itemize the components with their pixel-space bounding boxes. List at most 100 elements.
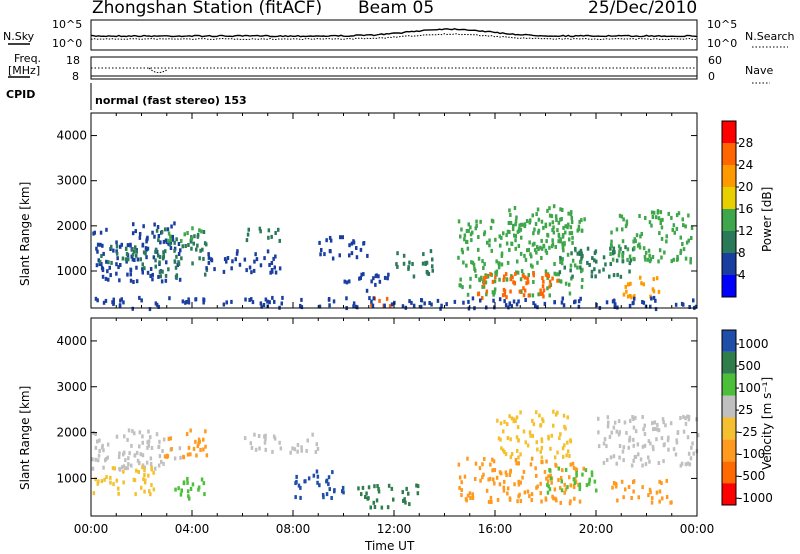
scatter-cell bbox=[590, 274, 594, 279]
scatter-cell bbox=[373, 484, 376, 489]
scatter-cell bbox=[616, 272, 619, 277]
scatter-cell bbox=[535, 250, 538, 255]
scatter-cell bbox=[348, 243, 351, 248]
scatter-cell bbox=[458, 283, 461, 288]
scatter-cell bbox=[641, 485, 644, 490]
scatter-cell bbox=[481, 462, 484, 467]
scatter-cell bbox=[552, 204, 556, 209]
scatter-cell bbox=[141, 465, 144, 470]
scatter-cell bbox=[295, 474, 298, 479]
scatter-cell bbox=[674, 452, 678, 457]
scatter-cell bbox=[294, 481, 297, 486]
scatter-cell bbox=[164, 273, 168, 278]
scatter-cell bbox=[457, 219, 461, 224]
scatter-cell bbox=[144, 246, 148, 251]
scatter-cell bbox=[118, 451, 121, 456]
scatter-cell bbox=[667, 447, 670, 452]
scatter-cell bbox=[95, 263, 99, 268]
scatter-cell bbox=[482, 284, 486, 289]
scatter-cell bbox=[457, 462, 461, 467]
power-colorbar-segment bbox=[722, 275, 736, 297]
scatter-cell bbox=[96, 249, 99, 254]
scatter-cell bbox=[139, 257, 142, 262]
scatter-cell bbox=[547, 274, 550, 279]
scatter-cell bbox=[553, 487, 557, 492]
scatter-cell bbox=[532, 280, 535, 284]
scatter-cell bbox=[568, 231, 572, 236]
scatter-cell bbox=[154, 264, 157, 269]
scatter-cell bbox=[521, 273, 525, 278]
scatter-cell bbox=[661, 496, 664, 501]
scatter-cell bbox=[499, 437, 502, 442]
scatter-cell bbox=[564, 467, 568, 472]
scatter-cell bbox=[557, 466, 561, 471]
scatter-cell bbox=[648, 487, 652, 492]
scatter-cell bbox=[273, 299, 276, 304]
scatter-cell bbox=[482, 266, 485, 270]
scatter-cell bbox=[610, 430, 613, 435]
scatter-cell bbox=[469, 496, 472, 500]
scatter-cell bbox=[126, 243, 130, 248]
scatter-cell bbox=[164, 227, 167, 232]
scatter-cell bbox=[202, 300, 205, 305]
scatter-cell bbox=[119, 244, 122, 249]
scatter-cell bbox=[508, 301, 512, 306]
scatter-cell bbox=[597, 416, 600, 421]
scatter-cell bbox=[479, 478, 482, 483]
scatter-cell bbox=[509, 455, 513, 460]
scatter-cell bbox=[508, 208, 511, 213]
scatter-cell bbox=[664, 423, 667, 428]
scatter-cell bbox=[348, 253, 351, 258]
scatter-cell bbox=[158, 260, 161, 265]
scatter-cell bbox=[500, 262, 504, 267]
scatter-cell bbox=[559, 476, 563, 480]
scatter-cell bbox=[485, 275, 488, 280]
scatter-cell bbox=[644, 462, 648, 467]
scatter-cell bbox=[515, 302, 519, 307]
scatter-cell bbox=[651, 496, 654, 501]
scatter-cell bbox=[148, 307, 152, 312]
scatter-cell bbox=[113, 466, 116, 471]
scatter-cell bbox=[168, 296, 171, 301]
scatter-cell bbox=[590, 473, 594, 478]
scatter-cell bbox=[639, 457, 643, 462]
scatter-cell bbox=[118, 467, 121, 471]
scatter-cell bbox=[407, 265, 410, 270]
scatter-cell bbox=[535, 410, 538, 415]
scatter-cell bbox=[489, 462, 492, 467]
scatter-cell bbox=[690, 226, 694, 230]
scatter-cell bbox=[492, 298, 495, 303]
scatter-cell bbox=[684, 462, 688, 467]
scatter-cell bbox=[331, 256, 335, 261]
scatter-cell bbox=[187, 494, 190, 499]
scatter-cell bbox=[692, 451, 695, 456]
scatter-cell bbox=[126, 272, 129, 277]
scatter-cell bbox=[460, 493, 463, 498]
scatter-cell bbox=[548, 284, 551, 289]
scatter-cell bbox=[259, 263, 263, 268]
scatter-cell bbox=[250, 445, 254, 450]
scatter-cell bbox=[125, 259, 128, 264]
scatter-cell bbox=[510, 242, 514, 246]
scatter-cell bbox=[686, 414, 689, 419]
scatter-cell bbox=[493, 290, 496, 295]
scatter-cell bbox=[154, 301, 158, 306]
scatter-cell bbox=[408, 299, 411, 304]
scatter-cell bbox=[200, 477, 204, 482]
scatter-cell bbox=[612, 273, 616, 278]
scatter-cell bbox=[626, 257, 629, 262]
scatter-cell bbox=[416, 484, 420, 489]
scatter-cell bbox=[542, 279, 545, 284]
scatter-cell bbox=[662, 420, 665, 425]
scatter-cell bbox=[358, 276, 361, 281]
scatter-cell bbox=[404, 500, 407, 505]
scatter-cell bbox=[662, 443, 666, 448]
scatter-cell bbox=[536, 207, 540, 212]
scatter-cell bbox=[602, 267, 605, 272]
scatter-cell bbox=[573, 480, 577, 485]
scatter-cell bbox=[157, 463, 161, 468]
scatter-cell bbox=[493, 279, 497, 284]
scatter-cell bbox=[536, 447, 539, 452]
scatter-cell bbox=[639, 234, 642, 239]
scatter-cell bbox=[670, 500, 673, 505]
